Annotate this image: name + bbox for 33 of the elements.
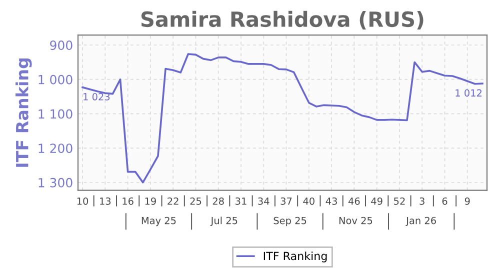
- x-tick-label: 13: [100, 197, 111, 205]
- x-tick-label: 40: [303, 197, 314, 205]
- y-tick-label: 900: [50, 40, 72, 50]
- x-tick-label: 52: [394, 197, 405, 205]
- x-tick-label: 16: [122, 197, 134, 205]
- legend-label: ITF Ranking: [264, 252, 327, 262]
- text: Jan 26: [406, 216, 436, 226]
- x-tick-label: 25: [190, 197, 202, 205]
- x-tick-label: 3: [420, 197, 424, 205]
- y-tick-label: 1 100: [38, 109, 72, 119]
- x-tick-label: 10: [77, 197, 88, 205]
- x-tick-label: 37: [280, 197, 292, 205]
- y-axis-title: ITF Ranking: [16, 58, 32, 167]
- text: Nov 25: [339, 216, 372, 224]
- x-tick-label: 43: [326, 197, 337, 205]
- x-tick-label: 28: [212, 197, 224, 205]
- chart-title: Samira Rashidova (RUS): [141, 10, 424, 30]
- text: Jul 25: [210, 216, 238, 226]
- text: May 25: [142, 216, 176, 226]
- y-tick-label: 1 300: [38, 178, 72, 188]
- x-tick-label: 34: [258, 197, 270, 205]
- y-tick-label: 1 000: [38, 74, 72, 84]
- data-label: 1 012: [456, 89, 482, 97]
- x-tick-label: 22: [168, 197, 178, 205]
- x-tick-label: 19: [145, 197, 156, 205]
- line-series: [82, 53, 484, 184]
- x-tick-label: 9: [464, 197, 470, 205]
- y-tick-label: 1 200: [38, 144, 72, 154]
- x-tick-label: 6: [442, 197, 448, 205]
- x-tick-label: 46: [348, 197, 360, 205]
- x-tick-label: 31: [236, 197, 246, 205]
- text: Sep 25: [274, 216, 306, 226]
- x-tick-label: 49: [371, 197, 382, 205]
